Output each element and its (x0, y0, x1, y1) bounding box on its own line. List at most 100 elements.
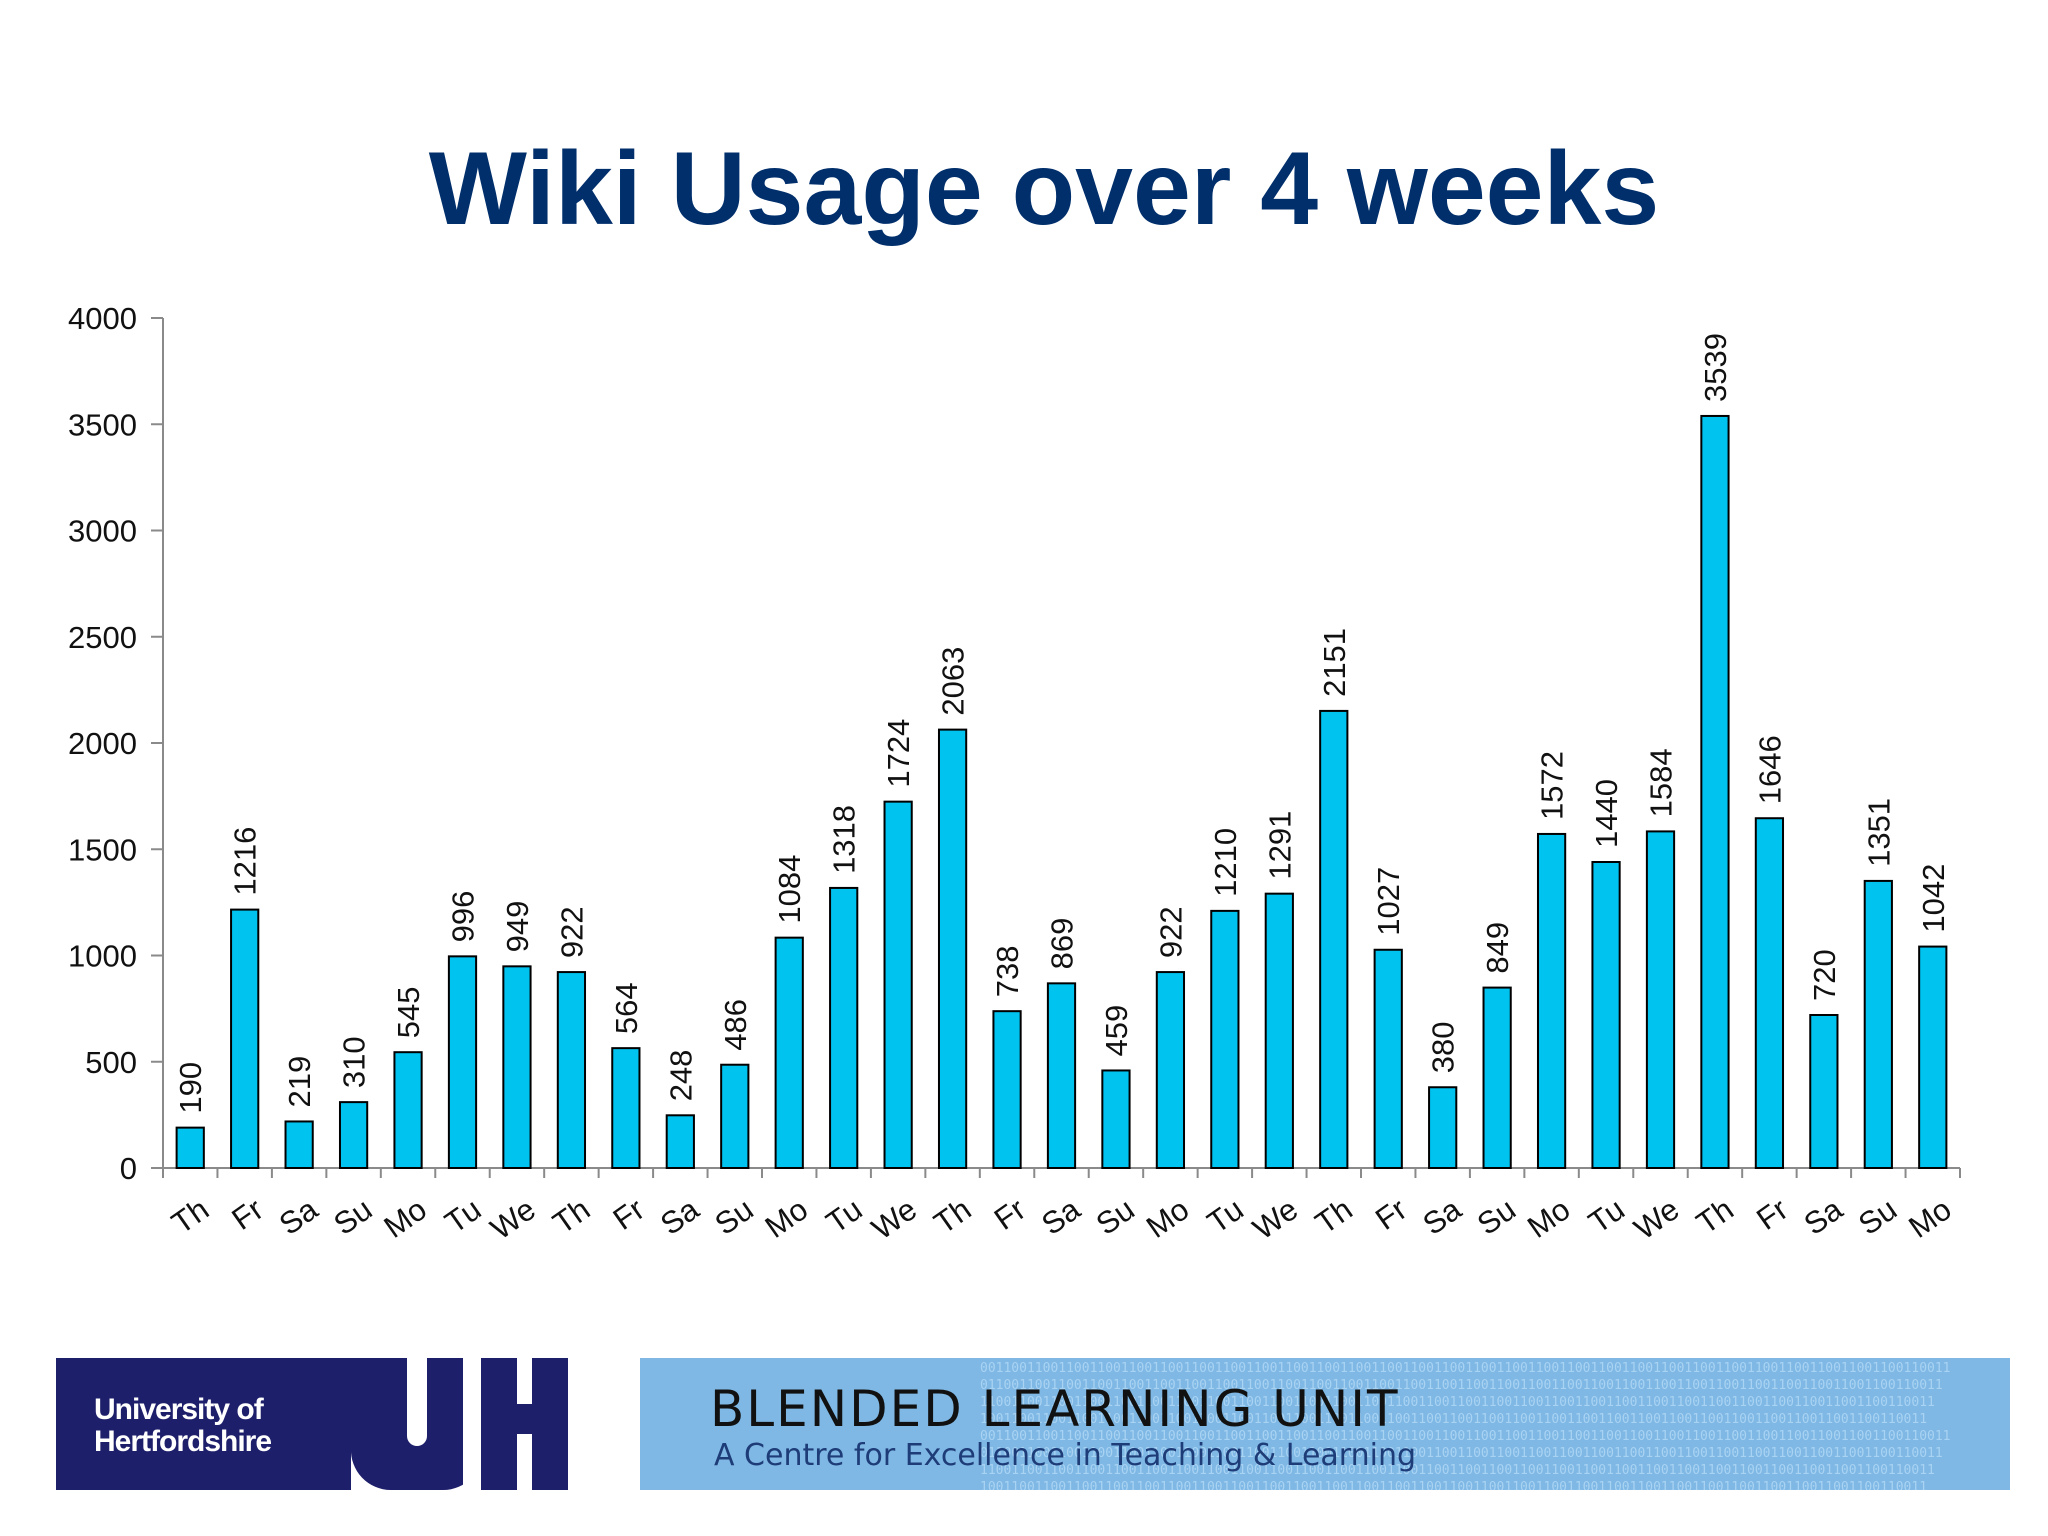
category-label: Fr (607, 1191, 651, 1236)
category-label: Th (165, 1191, 215, 1240)
y-tick-label: 4000 (68, 301, 137, 336)
bar (1264, 892, 1294, 1169)
category-label: Fr (988, 1191, 1032, 1236)
category-label: Th (1690, 1191, 1740, 1240)
bar (720, 1063, 750, 1169)
bar (1536, 832, 1567, 1169)
data-label: 1572 (1535, 751, 1570, 820)
category-label: Th (1309, 1191, 1359, 1240)
category-label: We (865, 1191, 923, 1246)
bar (1210, 909, 1240, 1169)
unit-subtitle: A Centre for Excellence in Teaching & Le… (714, 1438, 1417, 1473)
data-label: 738 (990, 945, 1025, 997)
bar (1809, 1014, 1839, 1169)
category-label: Sa (1798, 1191, 1850, 1242)
unit-title: BLENDED LEARNING UNIT (710, 1380, 1400, 1438)
data-label: 564 (609, 982, 644, 1034)
bar (1591, 861, 1621, 1169)
bar (447, 955, 478, 1169)
bar (937, 728, 968, 1169)
category-label: Mo (378, 1191, 433, 1244)
bars (175, 414, 1948, 1170)
bar (175, 1126, 205, 1169)
data-label: 190 (173, 1062, 208, 1114)
category-label: Fr (1750, 1191, 1794, 1236)
bar (1700, 414, 1730, 1169)
y-tick-label: 2500 (68, 620, 137, 655)
category-label: Sa (654, 1191, 706, 1242)
category-label: Fr (1369, 1191, 1413, 1236)
data-labels: 190 1216 219 310 545 996 949 922 564 248 486 1084 13… (173, 333, 1951, 1114)
bar (1754, 817, 1785, 1169)
y-tick-label: 3000 (68, 514, 137, 549)
y-tick-label: 0 (120, 1151, 137, 1186)
category-label: Mo (1902, 1191, 1957, 1244)
y-tick-label: 2000 (68, 726, 137, 761)
bar (883, 800, 913, 1170)
data-label: 1318 (827, 805, 862, 874)
data-label: 248 (663, 1050, 698, 1102)
bar (1645, 830, 1676, 1170)
bar (992, 1010, 1022, 1169)
bar (1863, 879, 1893, 1169)
bar (338, 1101, 369, 1169)
category-label: We (1246, 1191, 1304, 1246)
data-label: 1210 (1208, 828, 1243, 897)
category-label: Su (1090, 1191, 1141, 1241)
data-label: 1042 (1916, 864, 1951, 933)
data-label: 720 (1807, 949, 1842, 1001)
uh-logo-mark (311, 1358, 568, 1490)
data-label: 949 (500, 901, 535, 953)
university-name-line1: University of (94, 1393, 264, 1426)
data-label: 219 (282, 1056, 317, 1108)
university-logo: University of Hertfordshire (56, 1358, 568, 1490)
data-label: 1084 (772, 855, 807, 924)
category-label: Mo (1140, 1191, 1195, 1244)
bar (1373, 948, 1403, 1170)
x-axis (162, 1167, 1961, 1178)
y-tick-label: 500 (85, 1045, 137, 1080)
category-label: Su (1471, 1191, 1522, 1241)
bar (1482, 986, 1512, 1170)
bar (611, 1047, 641, 1170)
university-name: University of Hertfordshire (94, 1394, 324, 1458)
category-label: Su (1852, 1191, 1903, 1241)
category-label: Sa (1035, 1191, 1087, 1242)
data-label: 922 (554, 906, 589, 958)
category-label: Sa (273, 1191, 325, 1242)
data-label: 996 (446, 891, 481, 943)
category-label: Tu (1201, 1191, 1250, 1240)
bar (1155, 971, 1186, 1170)
bar (1918, 945, 1948, 1170)
data-label: 922 (1153, 906, 1188, 958)
category-label: Su (709, 1191, 760, 1241)
data-label: 486 (718, 999, 753, 1051)
data-label: 869 (1045, 918, 1080, 970)
data-label: 1216 (228, 827, 263, 896)
data-label: 2151 (1317, 628, 1352, 697)
category-label: Mo (759, 1191, 814, 1244)
data-label: 2063 (936, 647, 971, 716)
category-label: Tu (1582, 1191, 1631, 1240)
data-label: 849 (1480, 922, 1515, 974)
data-label: 1724 (881, 719, 916, 788)
data-label: 1291 (1262, 811, 1297, 880)
bar (1428, 1086, 1458, 1169)
category-label: We (1628, 1191, 1686, 1246)
data-label: 1351 (1861, 798, 1896, 867)
bar (1319, 709, 1349, 1169)
category-label: Su (327, 1191, 378, 1241)
bar-chart: 0 500 1000 1500 2000 2500 3000 3500 4000 190 1216… (68, 301, 1961, 1246)
bar (230, 908, 260, 1169)
bar (284, 1120, 314, 1170)
y-tick-label: 3500 (68, 407, 137, 442)
data-label: 1584 (1644, 748, 1679, 817)
category-label: Sa (1416, 1191, 1468, 1242)
category-label: Tu (820, 1191, 869, 1240)
data-label: 1646 (1752, 735, 1787, 804)
category-label: Tu (439, 1191, 488, 1240)
data-label: 545 (391, 986, 426, 1038)
data-label: 1440 (1589, 779, 1624, 848)
data-label: 380 (1426, 1022, 1461, 1074)
